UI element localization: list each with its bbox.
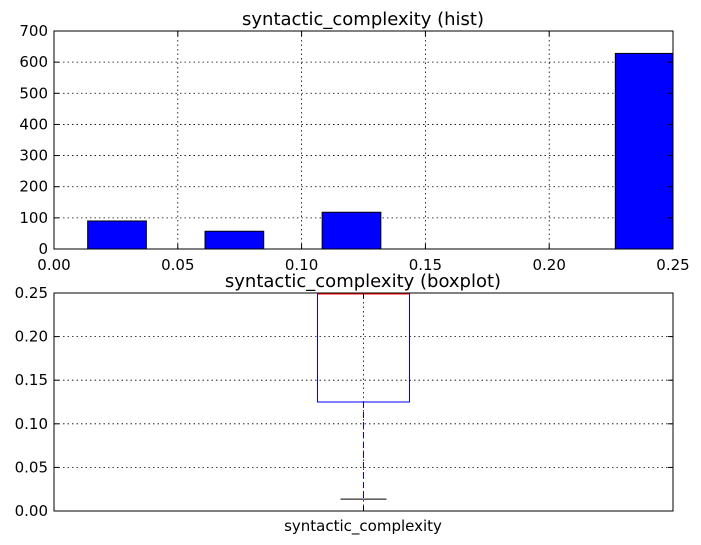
histogram-y-tick-label: 200: [19, 178, 48, 196]
histogram-y-tick-label: 400: [19, 115, 48, 133]
histogram-y-tick-label: 0: [38, 240, 48, 258]
histogram-x-tick-label: 0.10: [285, 256, 318, 274]
histogram-bar: [321, 211, 382, 250]
histogram-x-tick-label: 0.20: [532, 256, 565, 274]
histogram-bar: [87, 220, 147, 250]
boxplot-y-tick-label: 0.10: [15, 415, 48, 433]
histogram-y-tick-label: 600: [19, 53, 48, 71]
histogram-bars: [87, 52, 674, 250]
histogram-x-ticks: 0.00 0.05 0.10 0.15 0.20 0.25: [37, 31, 690, 274]
boxplot-title: syntactic_complexity (boxplot): [225, 271, 501, 292]
boxplot-y-tick-label: 0.20: [15, 328, 48, 346]
boxplot-y-ticks: 0.00 0.05 0.10 0.15 0.20 0.25: [15, 284, 673, 520]
boxplot-marks: [317, 292, 410, 500]
boxplot-y-tick-label: 0.25: [15, 284, 48, 302]
boxplot-category-label: syntactic_complexity: [284, 517, 442, 536]
histogram-y-ticks: 0 100 200 300 400 500 600 700: [19, 22, 673, 258]
boxplot-y-tick-label: 0.00: [15, 502, 48, 520]
histogram-x-tick-label: 0.25: [656, 256, 689, 274]
histogram-x-tick-label: 0.05: [161, 256, 194, 274]
histogram-panel: syntactic_complexity (hist) 0.00 0.05 0.10…: [19, 9, 689, 274]
histogram-bar: [614, 52, 674, 250]
histogram-y-tick-label: 100: [19, 209, 48, 227]
histogram-title: syntactic_complexity (hist): [242, 9, 484, 30]
histogram-y-tick-label: 500: [19, 84, 48, 102]
histogram-x-tick-label: 0.15: [409, 256, 442, 274]
histogram-x-tick-label: 0.00: [37, 256, 70, 274]
boxplot-y-tick-label: 0.05: [15, 458, 48, 476]
histogram-y-tick-label: 700: [19, 22, 48, 40]
boxplot-panel: 0.00 0.05 0.10 0.15 0.20 0.25 syntactic_compl…: [15, 271, 674, 536]
histogram-bar: [204, 230, 265, 250]
histogram-y-tick-label: 300: [19, 147, 48, 165]
boxplot-y-tick-label: 0.15: [15, 371, 48, 389]
histogram-axes-frame: [53, 30, 674, 250]
